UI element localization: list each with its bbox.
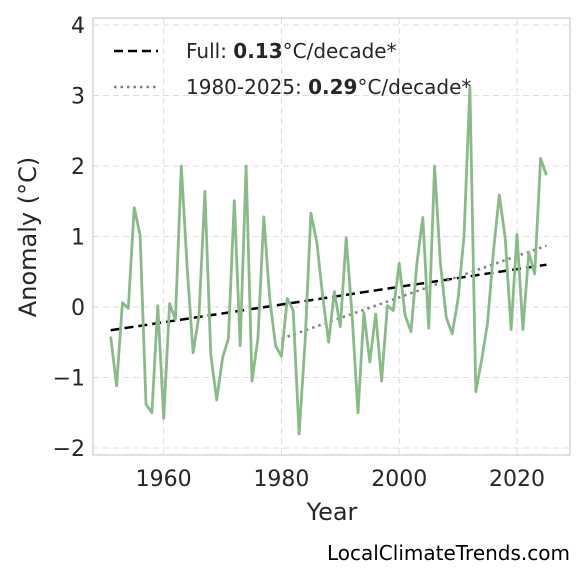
y-tick-label: 2: [71, 155, 85, 180]
watermark: LocalClimateTrends.com: [327, 541, 570, 565]
x-tick-labels: 1960 1980 2000 2020: [136, 467, 545, 492]
y-tick-label: 4: [71, 14, 85, 39]
y-tick-label: 1: [71, 226, 85, 251]
legend-label-full: Full: 0.13°C/decade*: [186, 39, 397, 63]
y-tick-label: −2: [53, 437, 85, 462]
y-tick-label: 3: [71, 85, 85, 110]
legend-label-recent: 1980-2025: 0.29°C/decade*: [186, 75, 471, 99]
legend-full-prefix: Full:: [186, 39, 233, 63]
x-tick-label: 2020: [489, 467, 545, 492]
legend-full-value: 0.13: [233, 39, 282, 63]
y-axis-title: Anomaly (°C): [14, 157, 42, 317]
y-tick-label: −1: [53, 366, 85, 391]
x-tick-label: 1980: [253, 467, 309, 492]
legend-recent-value: 0.29: [308, 75, 357, 99]
legend-full-suffix: °C/decade*: [283, 39, 397, 63]
x-tick-label: 1960: [136, 467, 192, 492]
legend: Full: 0.13°C/decade* 1980-2025: 0.29°C/d…: [114, 39, 471, 99]
legend-recent-suffix: °C/decade*: [357, 75, 471, 99]
x-tick-label: 2000: [371, 467, 427, 492]
y-tick-labels: −2 −1 0 1 2 3 4: [53, 14, 85, 462]
grid: [93, 18, 570, 455]
anomaly-line: [109, 85, 548, 436]
legend-recent-prefix: 1980-2025:: [186, 75, 308, 99]
data-series: [109, 85, 548, 436]
y-tick-label: 0: [71, 296, 85, 321]
x-axis-title: Year: [306, 498, 358, 526]
plot-frame: [92, 17, 571, 456]
